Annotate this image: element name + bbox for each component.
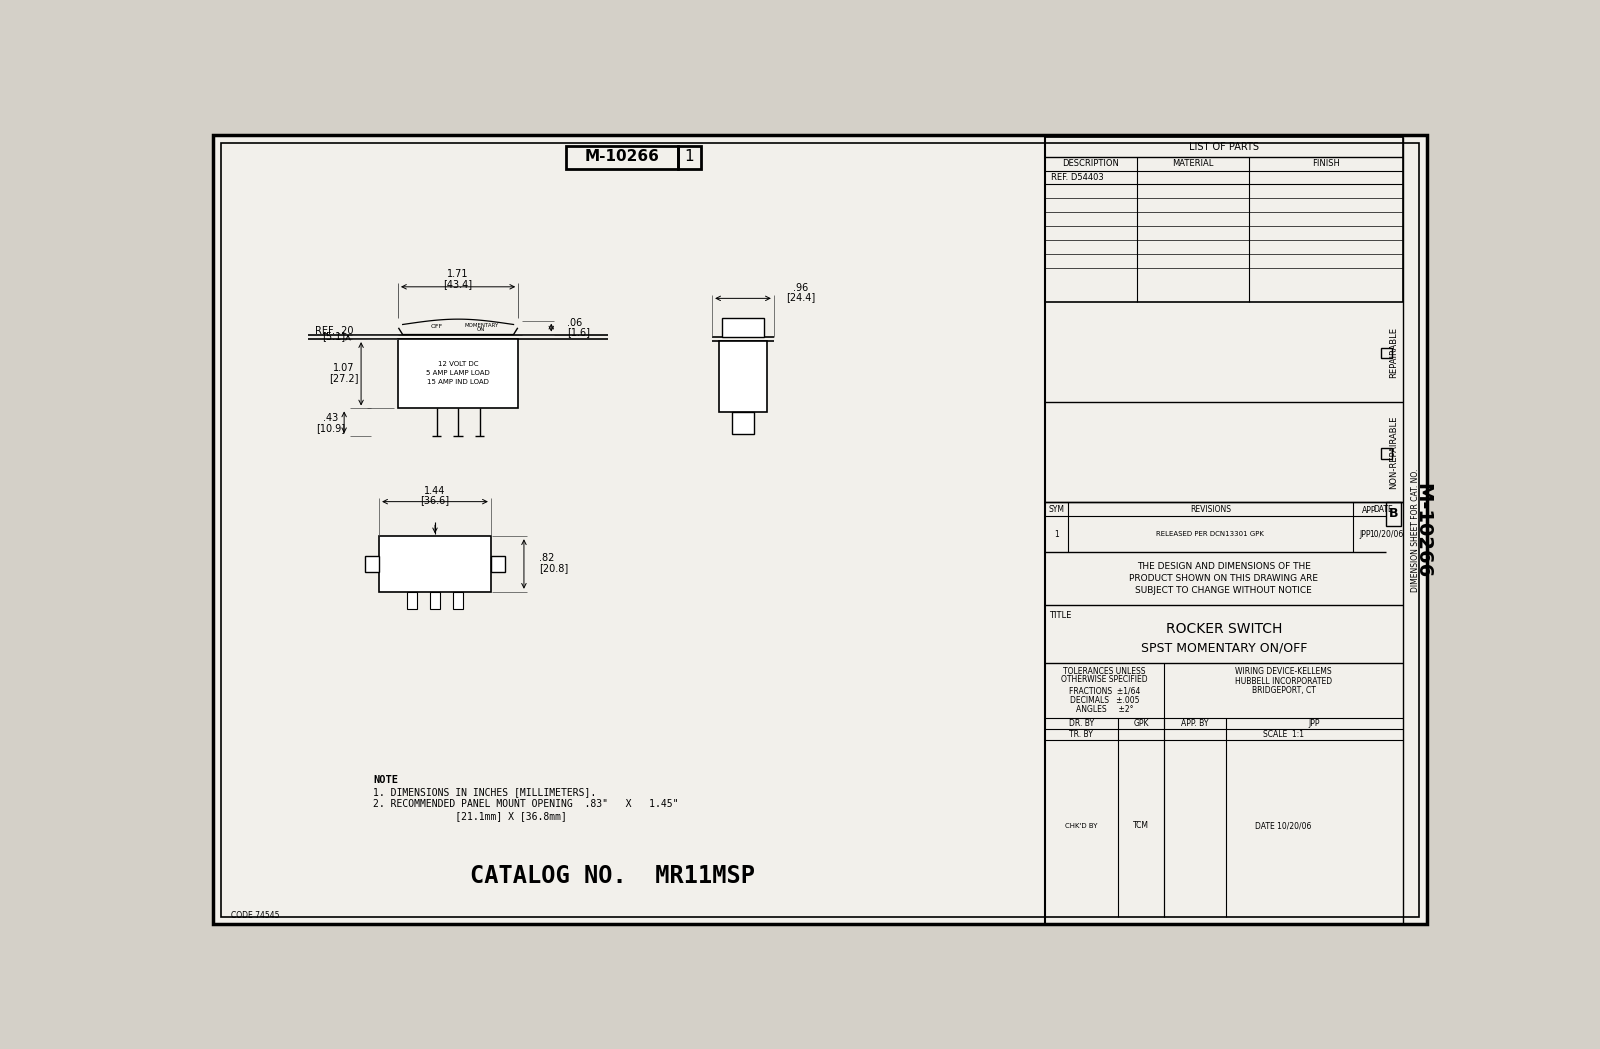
Text: [36.6]: [36.6] <box>421 495 450 506</box>
Text: M-10266: M-10266 <box>1413 483 1432 578</box>
Text: 1.44: 1.44 <box>424 486 446 496</box>
Bar <box>379 536 491 592</box>
Text: APP: APP <box>1362 507 1376 515</box>
Text: SPST MOMENTARY ON/OFF: SPST MOMENTARY ON/OFF <box>1141 641 1307 655</box>
Text: SYM: SYM <box>1048 505 1064 514</box>
Text: [27.2]: [27.2] <box>330 372 358 383</box>
Bar <box>1045 137 1403 302</box>
Text: GPK: GPK <box>1133 719 1149 728</box>
Text: CATALOG NO.  MR11MSP: CATALOG NO. MR11MSP <box>470 864 755 887</box>
Text: RELEASED PER DCN13301 GPK: RELEASED PER DCN13301 GPK <box>1157 532 1264 537</box>
Text: ANGLES     ±2°: ANGLES ±2° <box>1075 705 1133 714</box>
Bar <box>430 592 440 608</box>
Text: TITLE: TITLE <box>1050 611 1072 620</box>
Text: DESCRIPTION: DESCRIPTION <box>1062 159 1120 168</box>
Text: REPAIRABLE: REPAIRABLE <box>1389 326 1398 378</box>
Text: DATE 10/20/06: DATE 10/20/06 <box>1256 821 1312 831</box>
Text: SCALE  1:1: SCALE 1:1 <box>1262 730 1304 738</box>
Text: TCM: TCM <box>1133 821 1149 831</box>
Text: DIMENSION SHEET FOR CAT. NO.: DIMENSION SHEET FOR CAT. NO. <box>1411 469 1421 592</box>
Text: [10.9]: [10.9] <box>315 423 346 433</box>
Text: [5.1]: [5.1] <box>323 331 346 341</box>
Text: JPP: JPP <box>1360 530 1371 539</box>
Text: 1.07: 1.07 <box>333 363 355 372</box>
Text: HUBBELL INCORPORATED: HUBBELL INCORPORATED <box>1235 677 1333 686</box>
Text: MOMENTARY: MOMENTARY <box>464 323 498 327</box>
Bar <box>718 341 766 412</box>
Text: [20.8]: [20.8] <box>539 563 568 573</box>
Bar <box>398 339 518 408</box>
Text: 1. DIMENSIONS IN INCHES [MILLIMETERS].: 1. DIMENSIONS IN INCHES [MILLIMETERS]. <box>373 787 597 797</box>
Text: 2. RECOMMENDED PANEL MOUNT OPENING  .83"   X   1.45": 2. RECOMMENDED PANEL MOUNT OPENING .83" … <box>373 799 678 809</box>
Bar <box>722 318 763 337</box>
Text: .06: .06 <box>566 318 582 328</box>
Bar <box>733 412 754 434</box>
Text: REF. D54403: REF. D54403 <box>1051 173 1104 181</box>
Bar <box>408 592 416 608</box>
Text: .96: .96 <box>794 282 808 293</box>
Text: [1.6]: [1.6] <box>566 327 590 337</box>
Text: DR. BY: DR. BY <box>1069 719 1094 728</box>
Text: 12 VOLT DC: 12 VOLT DC <box>438 361 478 367</box>
Bar <box>1381 347 1392 359</box>
Text: 10/20/06: 10/20/06 <box>1370 530 1403 539</box>
Text: SUBJECT TO CHANGE WITHOUT NOTICE: SUBJECT TO CHANGE WITHOUT NOTICE <box>1136 586 1312 596</box>
Text: ROCKER SWITCH: ROCKER SWITCH <box>1166 622 1282 637</box>
Text: [43.4]: [43.4] <box>443 279 472 288</box>
Text: ON: ON <box>477 327 485 333</box>
Text: LIST OF PARTS: LIST OF PARTS <box>1189 142 1259 152</box>
Text: NOTE: NOTE <box>373 774 398 785</box>
Text: REF. .20: REF. .20 <box>315 326 354 337</box>
Text: REVISIONS: REVISIONS <box>1190 505 1230 514</box>
Text: 1: 1 <box>685 149 694 165</box>
Text: M-10266: M-10266 <box>584 149 659 165</box>
Text: CODE 74545: CODE 74545 <box>230 911 280 920</box>
Text: [24.4]: [24.4] <box>786 292 816 302</box>
Text: 5 AMP LAMP LOAD: 5 AMP LAMP LOAD <box>426 370 490 376</box>
Text: DECIMALS   ±.005: DECIMALS ±.005 <box>1070 695 1139 705</box>
Bar <box>491 556 504 573</box>
Text: DATE: DATE <box>1373 505 1392 514</box>
Bar <box>453 592 462 608</box>
Text: OFF: OFF <box>430 324 443 329</box>
Text: 1: 1 <box>1054 530 1059 539</box>
Text: FRACTIONS  ±1/64: FRACTIONS ±1/64 <box>1069 686 1141 695</box>
Text: 1.71: 1.71 <box>448 270 469 279</box>
Text: PRODUCT SHOWN ON THIS DRAWING ARE: PRODUCT SHOWN ON THIS DRAWING ARE <box>1130 574 1318 583</box>
Text: TOLERANCES UNLESS: TOLERANCES UNLESS <box>1064 667 1146 677</box>
Text: [21.1mm] X [36.8mm]: [21.1mm] X [36.8mm] <box>373 812 568 821</box>
Text: .82: .82 <box>539 553 555 563</box>
Bar <box>1381 448 1392 458</box>
Text: WIRING DEVICE-KELLEMS: WIRING DEVICE-KELLEMS <box>1235 667 1331 677</box>
Bar <box>566 146 677 169</box>
Text: FINISH: FINISH <box>1312 159 1339 168</box>
Text: BRIDGEPORT, CT: BRIDGEPORT, CT <box>1251 686 1315 694</box>
Text: OTHERWISE SPECIFIED: OTHERWISE SPECIFIED <box>1061 675 1147 684</box>
Text: THE DESIGN AND DIMENSIONS OF THE: THE DESIGN AND DIMENSIONS OF THE <box>1138 562 1310 571</box>
Bar <box>365 556 379 573</box>
Text: B: B <box>1389 508 1398 520</box>
Text: JPP: JPP <box>1309 719 1320 728</box>
Text: NON-REPAIRABLE: NON-REPAIRABLE <box>1389 415 1398 489</box>
Text: MATERIAL: MATERIAL <box>1173 159 1214 168</box>
Text: TR. BY: TR. BY <box>1069 730 1093 738</box>
Bar <box>1386 502 1402 526</box>
Text: .43: .43 <box>323 412 338 423</box>
Bar <box>677 146 701 169</box>
Text: CHK'D BY: CHK'D BY <box>1066 822 1098 829</box>
Text: 15 AMP IND LOAD: 15 AMP IND LOAD <box>427 380 490 385</box>
Text: APP. BY: APP. BY <box>1181 719 1208 728</box>
